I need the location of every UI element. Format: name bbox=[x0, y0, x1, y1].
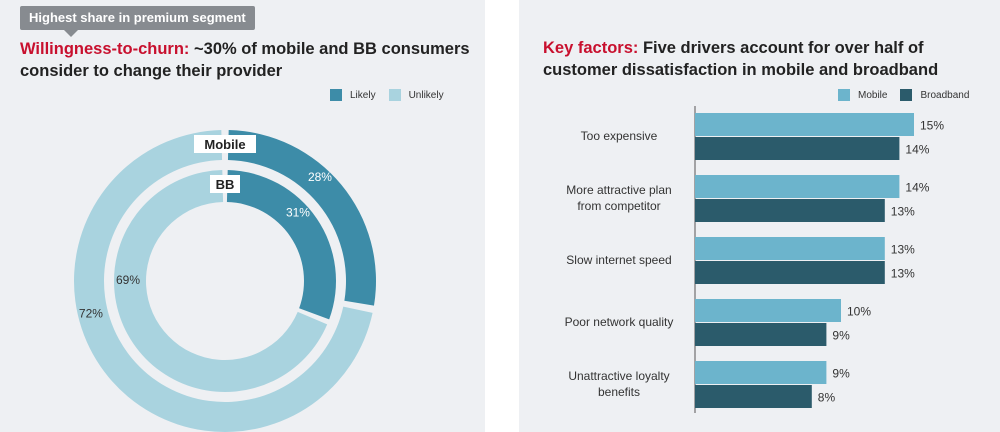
legend-item-mobile: Mobile bbox=[838, 89, 887, 101]
donut-bb-unlikely-slice bbox=[113, 170, 328, 392]
bar-category-label-line: benefits bbox=[598, 385, 640, 399]
badge: Highest share in premium segment bbox=[20, 6, 255, 37]
legend-swatch-mobile bbox=[838, 89, 850, 101]
donut-ring-tag-bb-label: BB bbox=[216, 177, 235, 192]
bar-chart: Too expensive 15% 14% More attractive plan f… bbox=[565, 106, 944, 413]
right-title-rest: Five drivers account for over half of cu… bbox=[543, 39, 939, 79]
bar-category-label-line: Poor network quality bbox=[565, 315, 674, 329]
legend-swatch-broadband bbox=[900, 89, 913, 101]
left-title: Willingness-to-churn: ~30% of mobile and… bbox=[20, 38, 470, 82]
bar-broadband-value-label: 8% bbox=[818, 391, 836, 405]
right-title: Key factors: Five drivers account for ov… bbox=[543, 37, 983, 81]
bar-mobile bbox=[695, 299, 841, 322]
bar-mobile-value-label: 14% bbox=[905, 181, 929, 195]
bar-broadband bbox=[695, 199, 885, 222]
bar-category-label: Too expensive bbox=[581, 129, 658, 143]
bar-broadband-value-label: 9% bbox=[832, 329, 850, 343]
legend-item-broadband: Broadband bbox=[900, 89, 969, 101]
legend-item-unlikely: Unlikely bbox=[388, 89, 444, 101]
donut-mobile-unlikely-label: 72% bbox=[79, 307, 103, 321]
bar-broadband-value-label: 13% bbox=[891, 205, 915, 219]
bar-category-label: Unattractive loyalty benefits bbox=[568, 369, 669, 399]
bar-category-label-line: Too expensive bbox=[581, 129, 658, 143]
bar-category-label-line: Slow internet speed bbox=[566, 253, 671, 267]
donut-mobile-likely-label: 28% bbox=[308, 170, 332, 184]
bar-broadband bbox=[695, 137, 900, 160]
donut-ring-tag-bb-bg bbox=[210, 175, 240, 193]
bar-broadband bbox=[695, 385, 812, 408]
donut-legend: Likely Unlikely bbox=[330, 89, 457, 101]
legend-swatch-unlikely bbox=[388, 89, 401, 101]
bar-mobile bbox=[695, 175, 900, 198]
legend-item-likely: Likely bbox=[330, 89, 376, 101]
bar-category-label-line: Unattractive loyalty bbox=[568, 369, 669, 383]
bar-legend: Mobile Broadband bbox=[838, 89, 982, 101]
donut-chart: 28% 72% Mobile 31% 69% BB bbox=[74, 130, 376, 432]
bar-mobile-value-label: 10% bbox=[847, 305, 871, 319]
right-title-accent: Key factors: bbox=[543, 39, 639, 57]
bar-mobile-value-label: 15% bbox=[920, 119, 944, 133]
right-panel: Key factors: Five drivers account for ov… bbox=[519, 0, 1000, 432]
legend-swatch-likely bbox=[330, 89, 342, 101]
bar-mobile bbox=[695, 237, 885, 260]
legend-label-broadband: Broadband bbox=[920, 89, 970, 101]
donut-ring-tag-mobile: Mobile bbox=[194, 135, 256, 153]
bar-category-label: More attractive plan from competitor bbox=[566, 183, 671, 213]
donut-ring-tag-mobile-bg bbox=[194, 135, 256, 153]
bar-broadband bbox=[695, 261, 885, 284]
bar-category-label-line: More attractive plan bbox=[566, 183, 671, 197]
left-panel: Highest share in premium segment Willing… bbox=[0, 0, 485, 432]
left-title-rest: ~30% of mobile and BB consumers consider… bbox=[20, 40, 470, 80]
donut-bb-likely-slice bbox=[226, 170, 336, 320]
legend-label-mobile: Mobile bbox=[858, 89, 888, 101]
legend-label-likely: Likely bbox=[350, 89, 376, 101]
bar-broadband bbox=[695, 323, 827, 346]
bar-mobile-value-label: 13% bbox=[891, 243, 915, 257]
bar-mobile bbox=[695, 113, 914, 136]
bar-broadband-value-label: 14% bbox=[905, 143, 929, 157]
left-title-accent: Willingness-to-churn: bbox=[20, 40, 190, 58]
donut-bb-likely-label: 31% bbox=[286, 206, 310, 220]
bar-category-label: Poor network quality bbox=[565, 315, 674, 329]
bar-category-label: Slow internet speed bbox=[566, 253, 671, 267]
legend-label-unlikely: Unlikely bbox=[408, 89, 444, 101]
bar-broadband-value-label: 13% bbox=[891, 267, 915, 281]
donut-ring-tag-bb: BB bbox=[210, 175, 240, 193]
donut-ring-tag-mobile-label: Mobile bbox=[204, 137, 245, 152]
bar-mobile-value-label: 9% bbox=[832, 367, 850, 381]
donut-bb-unlikely-label: 69% bbox=[116, 273, 140, 287]
bar-mobile bbox=[695, 361, 827, 384]
bar-category-label-line: from competitor bbox=[577, 199, 660, 213]
